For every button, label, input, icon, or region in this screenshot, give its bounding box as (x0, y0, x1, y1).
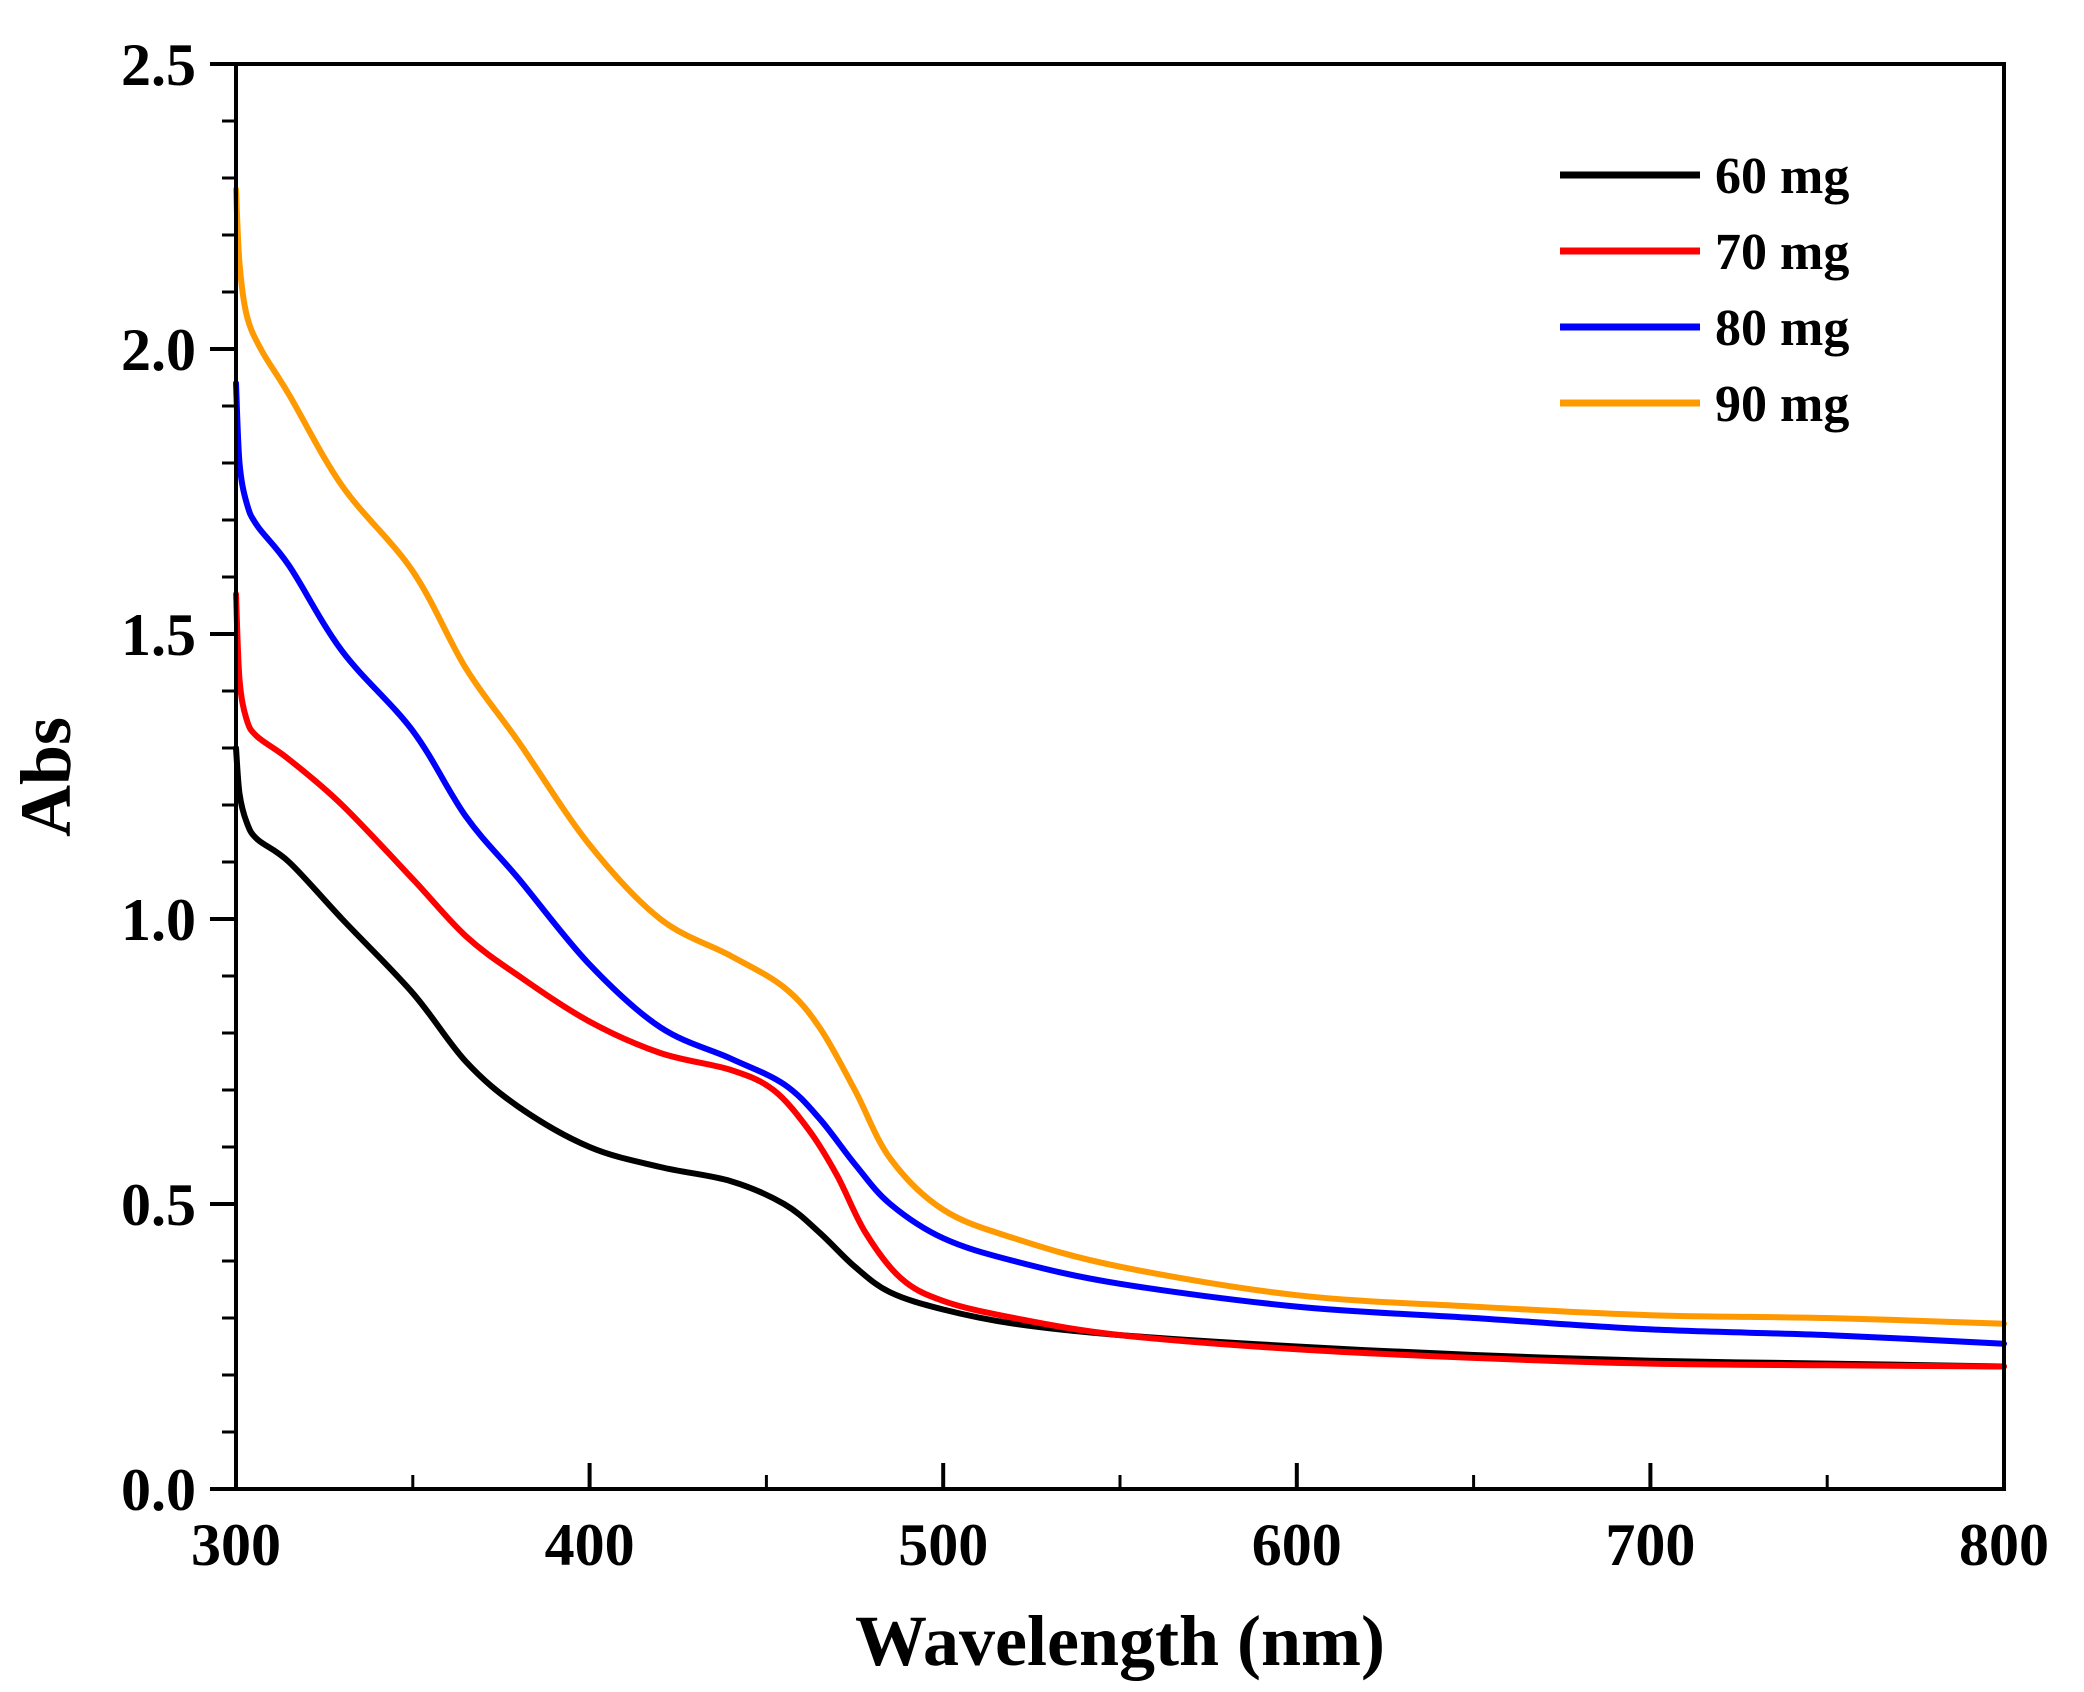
x-tick-label: 300 (191, 1512, 281, 1578)
series-line-80-mg (233, 380, 2007, 1347)
y-tick-label: 2.0 (121, 317, 196, 383)
legend: 60 mg 70 mg 80 mg 90 mg (1560, 148, 1849, 433)
series-line-90-mg (233, 186, 2007, 1327)
series-line-60-mg (233, 745, 2007, 1370)
x-tick-label: 500 (898, 1512, 988, 1578)
legend-label: 90 mg (1715, 376, 1849, 433)
labels-layer: 300 400 500 600 700 800 0.0 0.5 1.0 1.5 2.0 2.5 Wave… (6, 32, 2049, 1681)
y-tick-label: 1.0 (121, 887, 196, 953)
x-tick-label: 700 (1605, 1512, 1695, 1578)
y-tick-label: 0.0 (121, 1457, 196, 1523)
legend-label: 70 mg (1715, 224, 1849, 281)
legend-label: 80 mg (1715, 300, 1849, 357)
x-tick-label: 600 (1252, 1512, 1342, 1578)
y-tick-label: 2.5 (121, 32, 196, 98)
y-tick-label: 1.5 (121, 602, 196, 668)
x-axis-title: Wavelength (nm) (855, 1601, 1385, 1681)
series-line-70-mg (233, 591, 2007, 1370)
plot-frame (234, 62, 2006, 1491)
y-axis-title: Abs (6, 717, 86, 837)
x-tick-label: 400 (545, 1512, 635, 1578)
y-tick-label: 0.5 (121, 1172, 196, 1238)
legend-label: 60 mg (1715, 148, 1849, 205)
x-tick-label: 800 (1959, 1512, 2049, 1578)
curves-layer (233, 186, 2007, 1370)
